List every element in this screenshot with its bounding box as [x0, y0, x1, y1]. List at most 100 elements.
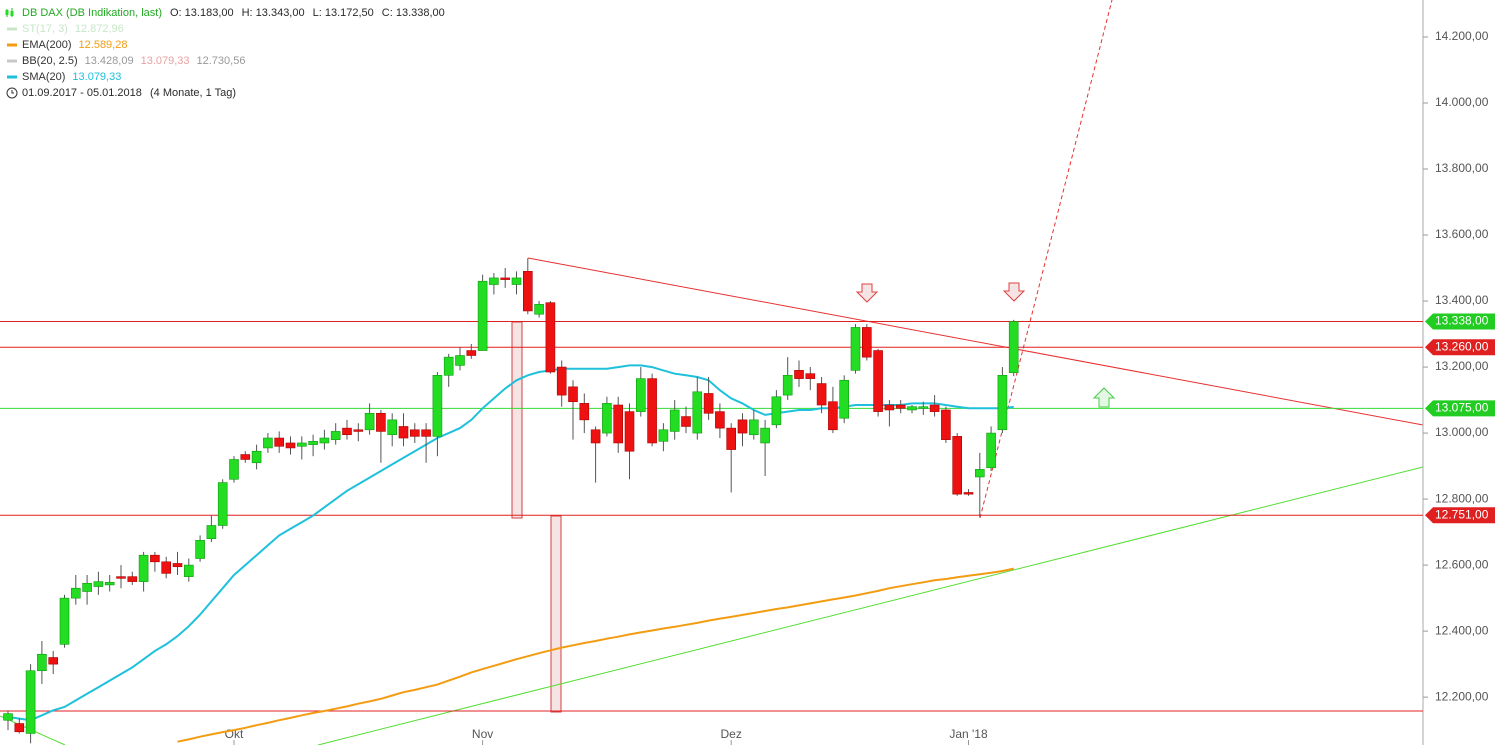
candle-body — [861, 327, 872, 358]
level-label-box — [1425, 339, 1495, 356]
candle-body — [703, 393, 714, 414]
y-tick-label: 14.000,00 — [1435, 95, 1489, 109]
candle-body — [602, 403, 612, 434]
candle-body — [229, 459, 239, 480]
candle-body — [93, 581, 104, 587]
candle-body — [342, 427, 352, 436]
candle-body — [952, 436, 963, 495]
legend-value: 12.730,56 — [197, 55, 246, 67]
candle-body — [25, 670, 36, 734]
candle-body — [692, 391, 703, 434]
y-tick-label: 12.200,00 — [1435, 689, 1489, 703]
candle-body — [918, 406, 929, 409]
candle-body — [285, 442, 296, 449]
candle-body — [150, 554, 160, 563]
candle-body — [658, 429, 669, 442]
candle-body — [330, 431, 341, 440]
candle-body — [986, 432, 996, 469]
level-label: 13.338,00 — [1435, 314, 1489, 328]
ohlc-label: O: 13.183,00 — [170, 7, 234, 19]
trend-line — [527, 257, 1424, 426]
candle-body — [59, 597, 70, 645]
candle-body — [217, 482, 228, 526]
candle-body — [511, 277, 522, 285]
candle-body — [138, 554, 149, 582]
level-label: 13.260,00 — [1435, 339, 1489, 353]
period-note: (4 Monate, 1 Tag) — [150, 87, 236, 99]
candle-body — [14, 723, 25, 733]
candle-body — [195, 540, 205, 559]
candle-body — [816, 383, 827, 406]
legend-value: 12.872,96 — [75, 23, 124, 35]
candle-body — [873, 350, 883, 412]
candle-body — [172, 563, 183, 568]
candle-body — [929, 404, 940, 412]
candle-body — [274, 437, 285, 447]
y-tick-label: 13.800,00 — [1435, 161, 1489, 175]
candle-body — [443, 356, 454, 376]
y-tick-label: 14.200,00 — [1435, 29, 1489, 43]
indicator-line — [7, 364, 1014, 722]
candle-body — [48, 657, 59, 665]
candle-body — [82, 582, 92, 592]
candle-body — [240, 454, 251, 460]
y-tick-label: 13.600,00 — [1435, 227, 1489, 241]
candle-body — [681, 416, 691, 427]
level-label-box — [1425, 400, 1495, 417]
candle-body — [974, 469, 985, 478]
y-tick-label: 13.200,00 — [1435, 359, 1489, 373]
level-label: 13.075,00 — [1435, 400, 1489, 414]
candle-body — [251, 450, 262, 464]
candle-body — [116, 576, 126, 579]
legend-value: 13.079,33 — [72, 71, 121, 83]
trend-line — [979, 0, 1113, 519]
candle-body — [545, 302, 556, 373]
candle-body — [534, 304, 544, 315]
x-tick-label: Nov — [472, 727, 493, 741]
y-tick-label: 12.600,00 — [1435, 557, 1489, 571]
candle-body — [579, 403, 590, 421]
legend-value: 13.428,09 — [85, 55, 134, 67]
ohlc-label: H: 13.343,00 — [242, 7, 305, 19]
candle-body — [308, 441, 318, 445]
legend-label: BB(20, 2.5) — [22, 55, 78, 67]
candle-body — [613, 404, 624, 444]
candle-body — [828, 401, 838, 431]
clock-icon — [6, 87, 18, 99]
candle-body — [500, 277, 511, 280]
legend-value: 12.589,28 — [79, 39, 128, 51]
candle-body — [669, 409, 680, 432]
candle-body — [319, 437, 330, 444]
x-tick-label: Jan '18 — [949, 727, 988, 741]
candle-body — [37, 653, 47, 672]
arrow-down — [1002, 282, 1026, 302]
candle-body — [635, 378, 646, 412]
candle-body — [726, 427, 737, 450]
candle-body — [376, 412, 386, 432]
candle-body — [715, 411, 725, 429]
y-tick-label: 12.400,00 — [1435, 623, 1489, 637]
gap-box — [511, 321, 523, 519]
gap-box — [550, 515, 562, 713]
candle-body — [263, 437, 273, 449]
clock-icon — [11, 90, 14, 94]
candle-body — [409, 429, 420, 437]
candle-body — [794, 370, 804, 379]
candle-body — [206, 525, 217, 539]
candle-body — [907, 406, 917, 411]
candle-body — [522, 271, 533, 312]
candle-body — [805, 373, 816, 379]
candle-body — [421, 429, 431, 437]
candle-body — [624, 411, 635, 452]
candle-body — [590, 429, 601, 444]
candle-body — [737, 419, 748, 434]
candle-body — [466, 350, 477, 356]
candle-body — [71, 587, 81, 599]
legend-label: EMA(200) — [22, 39, 72, 51]
candle-body — [364, 412, 375, 431]
level-label-box — [1425, 507, 1495, 524]
legend-label: SMA(20) — [22, 71, 65, 83]
candle-body — [884, 404, 895, 411]
candle-body — [1008, 321, 1019, 373]
